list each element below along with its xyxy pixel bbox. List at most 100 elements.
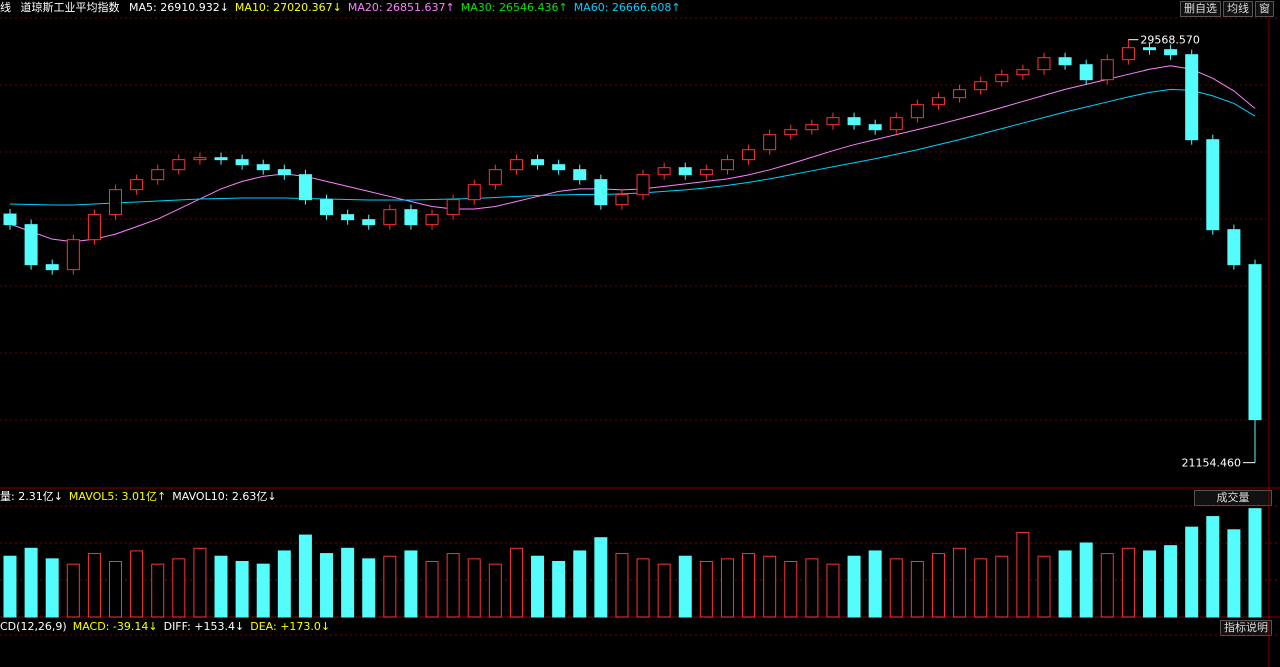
volume-bar (636, 558, 650, 618)
candle-body (298, 174, 312, 201)
candle-body (362, 219, 376, 226)
volume-bar (320, 553, 334, 618)
candle-body (1079, 64, 1093, 81)
volume-bar (109, 561, 123, 618)
candle-body (531, 159, 545, 166)
volume-bar (826, 563, 840, 618)
candle-body (742, 149, 756, 161)
volume-bar (889, 558, 903, 618)
volume-bar (467, 558, 481, 618)
candle-body (446, 199, 460, 216)
volume-bar (657, 563, 671, 618)
volume-bar (953, 547, 967, 618)
candle-body (1016, 69, 1030, 76)
low-label: 21154.460 (1182, 457, 1242, 470)
volume-bar (531, 555, 545, 618)
candle-body (256, 164, 270, 171)
macd-legend: DIFF: +153.4↓ (163, 620, 245, 633)
volume-bar (1079, 542, 1093, 618)
candle-body (66, 239, 80, 271)
ma-legend: MA30: 26546.436↑ (460, 1, 568, 14)
volume-bar (805, 558, 819, 618)
ma-legend: MA5: 26910.932↓ (129, 1, 229, 14)
candle-body (615, 194, 629, 206)
volume-legend: MAVOL10: 2.63亿↓ (172, 490, 277, 503)
candle-body (910, 104, 924, 119)
volume-bar (256, 563, 270, 618)
candle-body (657, 167, 671, 176)
candle-body (784, 129, 798, 136)
volume-bar (1100, 553, 1114, 618)
toolbar-button[interactable]: 窗 (1255, 1, 1274, 17)
volume-bar (868, 550, 882, 618)
candle-body (1121, 47, 1135, 61)
volume-bar (720, 558, 734, 618)
volume-bar (847, 555, 861, 618)
toolbar-button[interactable]: 均线 (1223, 1, 1253, 17)
volume-bar (615, 553, 629, 618)
candle-body (1248, 264, 1262, 421)
candle-body (24, 224, 38, 266)
candle-body (573, 169, 587, 181)
candle-body (1206, 139, 1220, 231)
candle-body (3, 213, 17, 226)
ma-legend: MA60: 26666.608↑ (573, 1, 681, 14)
volume-bar (235, 561, 249, 618)
volume-bar (742, 553, 756, 618)
candle-body (1142, 47, 1156, 51)
volume-bar (784, 561, 798, 618)
indicator-help[interactable]: 指标说明 (1220, 620, 1272, 636)
candle-body (868, 124, 882, 131)
candle-body (509, 159, 523, 171)
volume-bar (509, 547, 523, 618)
volume-bar (3, 555, 17, 618)
candle-body (995, 74, 1009, 83)
volume-bar (341, 547, 355, 618)
volume-bar (446, 553, 460, 618)
candle-body (594, 179, 608, 206)
ma-line (9, 65, 1256, 243)
candle-body (953, 89, 967, 99)
candle-body (214, 157, 228, 161)
ma-legend: MA20: 26851.637↑ (347, 1, 455, 14)
volume-legend: 量: 2.31亿↓ (0, 490, 63, 503)
candle-body (425, 214, 439, 226)
candle-body (277, 169, 291, 176)
toolbar-button[interactable]: 删自选 (1180, 1, 1221, 17)
candle-body (763, 134, 777, 151)
volume-bar (277, 550, 291, 618)
volume-bar (1164, 545, 1178, 618)
candle-body (130, 179, 144, 191)
period: 线 (0, 1, 11, 14)
volume-bar (1248, 508, 1262, 618)
volume-bar (87, 553, 101, 618)
volume-bar (1016, 531, 1030, 618)
volume-bar (24, 547, 38, 618)
volume-bar (552, 561, 566, 618)
candle-body (889, 117, 903, 131)
volume-bar (910, 561, 924, 618)
volume-bar (66, 563, 80, 618)
ma-line (9, 88, 1256, 206)
candle-body (87, 214, 101, 241)
candle-body (151, 169, 165, 181)
candle-body (488, 169, 502, 186)
candle-body (1037, 57, 1051, 71)
volume-selector[interactable]: 成交量 (1194, 490, 1272, 506)
candle-body (172, 159, 186, 171)
volume-bar (678, 555, 692, 618)
candle-body (404, 209, 418, 226)
candle-body (1227, 229, 1241, 266)
macd-legend: DEA: +173.0↓ (250, 620, 331, 633)
candle-body (341, 214, 355, 221)
volume-bar (699, 561, 713, 618)
toolbar: 删自选 均线窗 (1180, 1, 1274, 17)
volume-bar (425, 561, 439, 618)
candle-body (467, 184, 481, 201)
volume-bar (45, 558, 59, 618)
volume-bar (1037, 555, 1051, 618)
high-label: 29568.570 (1140, 34, 1200, 47)
volume-bar (383, 555, 397, 618)
price-header: 线 道琼斯工业平均指数 MA5: 26910.932↓ MA10: 27020.3… (0, 0, 687, 16)
candle-body (974, 81, 988, 91)
